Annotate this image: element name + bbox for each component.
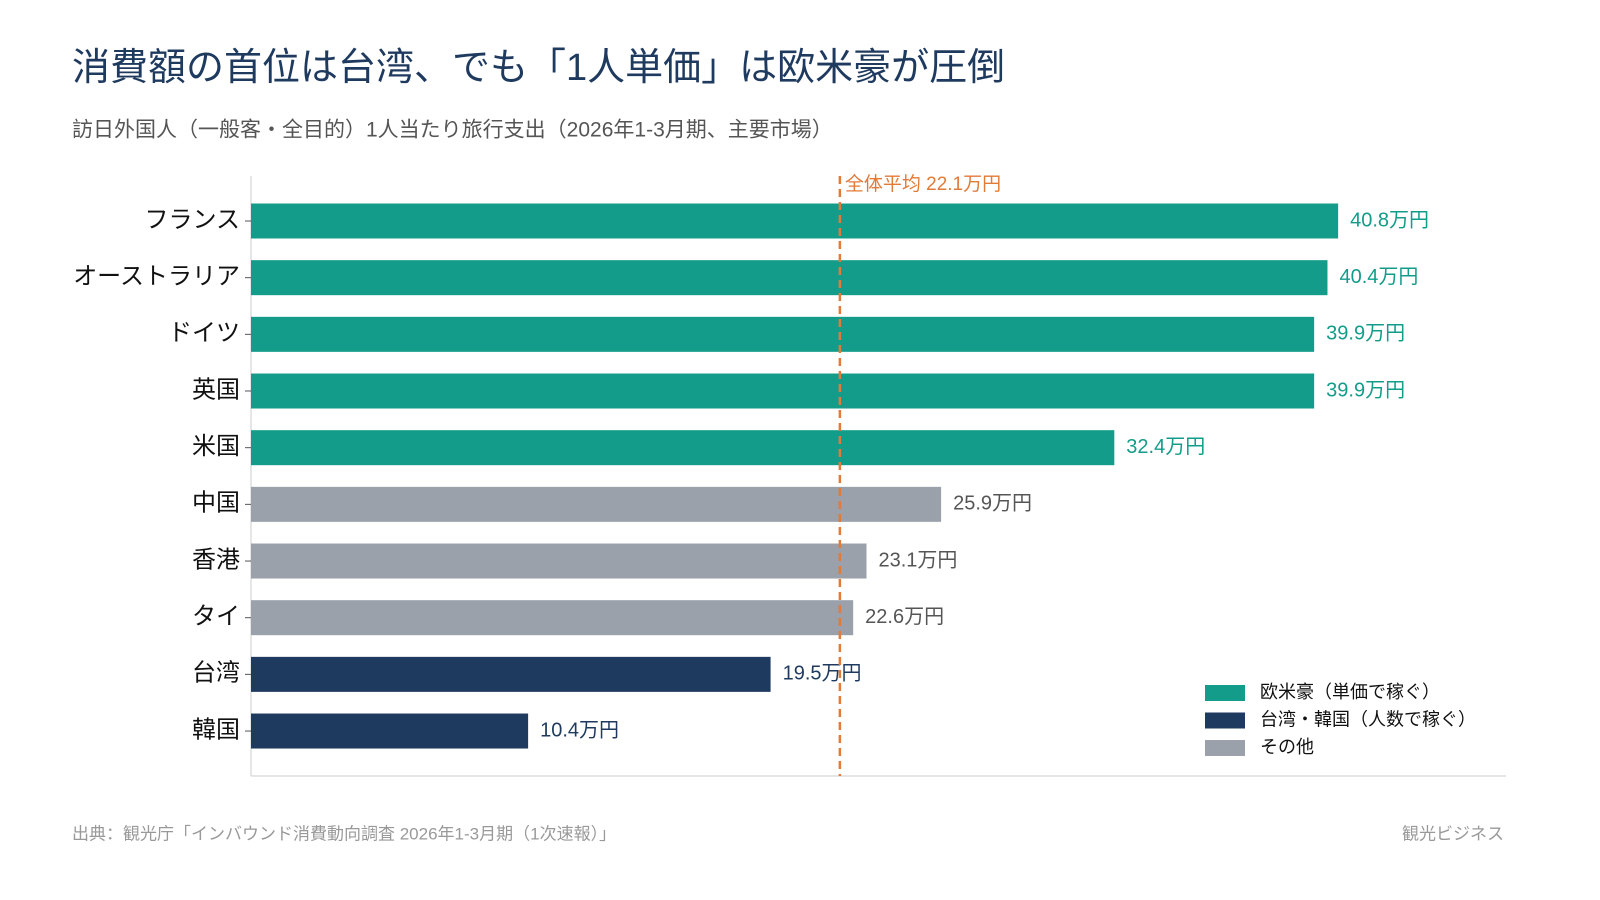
value-label: 25.9万円 <box>953 493 1032 515</box>
legend-label: 欧米豪（単価で稼ぐ） <box>1260 682 1440 702</box>
y-tick-label: オーストラリア <box>73 263 240 290</box>
bar <box>251 713 529 749</box>
reference-label: 全体平均 22.1万円 <box>845 173 1001 195</box>
y-tick-label: 香港 <box>192 546 240 573</box>
legend-label: 台湾・韓国（人数で稼ぐ） <box>1260 709 1476 729</box>
y-tick-label: 中国 <box>192 490 240 517</box>
y-tick-label: ドイツ <box>168 320 240 347</box>
legend-swatch <box>1205 712 1245 729</box>
value-label: 10.4万円 <box>540 719 619 741</box>
legend-label: その他 <box>1260 737 1314 757</box>
bar <box>251 316 1315 352</box>
y-tick-label: タイ <box>192 603 240 630</box>
value-label: 23.1万円 <box>879 549 958 571</box>
bar <box>251 260 1328 296</box>
bar <box>251 486 942 522</box>
y-tick-label: 英国 <box>192 376 240 403</box>
y-tick-label: 台湾 <box>192 660 240 687</box>
bar <box>251 600 854 636</box>
brand: 観光ビジネス <box>1402 824 1504 843</box>
y-tick-label: 米国 <box>192 433 240 460</box>
value-label: 40.4万円 <box>1339 266 1418 288</box>
value-label: 39.9万円 <box>1326 323 1405 345</box>
value-label: 22.6万円 <box>865 606 944 628</box>
value-label: 39.9万円 <box>1326 379 1405 401</box>
chart-subtitle: 訪日外国人（一般客・全目的）1人当たり旅行支出（2026年1-3月期、主要市場） <box>72 119 833 142</box>
value-label: 19.5万円 <box>783 663 862 685</box>
source: 出典：観光庁「インバウンド消費動向調査 2026年1-3月期（1次速報）」 <box>72 824 616 843</box>
bar <box>251 203 1339 239</box>
bar <box>251 543 867 579</box>
chart-title: 消費額の首位は台湾、でも「1人単価」は欧米豪が圧倒 <box>72 47 1005 89</box>
bar <box>251 430 1115 466</box>
value-label: 40.8万円 <box>1350 209 1429 231</box>
bar <box>251 373 1315 409</box>
value-label: 32.4万円 <box>1126 436 1205 458</box>
y-tick-label: フランス <box>144 206 240 233</box>
legend-swatch <box>1205 685 1245 701</box>
bar <box>251 656 771 692</box>
y-tick-label: 韓国 <box>192 716 240 743</box>
legend-swatch <box>1205 740 1245 756</box>
